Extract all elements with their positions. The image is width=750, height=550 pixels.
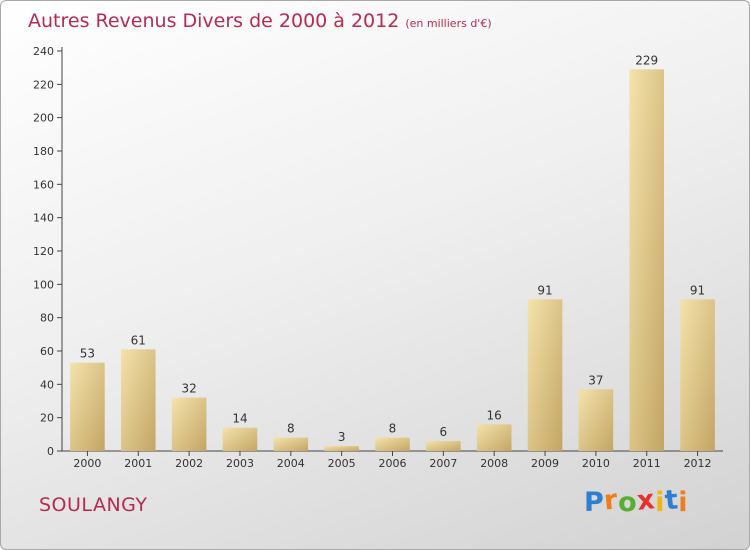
x-tick-label: 2001 [124,457,152,470]
x-tick-label: 2004 [277,457,305,470]
bar[interactable] [476,424,512,451]
x-tick-label: 2012 [684,457,712,470]
bar[interactable] [680,299,715,451]
bar[interactable] [120,349,156,451]
x-tick-label: 2010 [582,457,610,470]
y-tick-label: 100 [33,278,54,291]
y-tick-label: 180 [33,145,54,158]
value-label: 8 [389,422,397,436]
x-tick-label: 2005 [328,457,356,470]
chart-title-text: Autres Revenus Divers de 2000 à 2012 [28,10,400,32]
y-tick-label: 60 [40,345,54,358]
y-tick-label: 40 [40,378,54,391]
y-axis: 0 20 40 60 80 100 120 140 160 180 200 220 240 [33,45,63,458]
place-name: SOULANGY [39,494,148,516]
y-tick-label: 200 [33,112,54,125]
x-tick-label: 2007 [429,457,457,470]
bars [70,69,715,451]
bar[interactable] [222,427,258,451]
y-tick-label: 140 [33,212,54,225]
bar[interactable] [527,299,563,451]
value-label: 14 [232,412,247,426]
value-labels: 53 61 32 14 8 3 8 6 16 91 37 229 91 [80,53,705,444]
value-label: 8 [287,422,295,436]
x-tick-label: 2008 [480,457,508,470]
x-tick-label: 2009 [531,457,559,470]
bar[interactable] [578,389,614,451]
proxiti-logo[interactable]: Proxiti [584,484,689,518]
chart-subtitle: (en milliers d'€) [405,17,492,30]
x-tick-label: 2002 [175,457,203,470]
bar[interactable] [273,437,309,451]
logo-letter: P [584,487,605,518]
y-tick-label: 80 [40,312,54,325]
logo-letter: o [618,487,638,518]
y-tick-label: 20 [40,412,54,425]
value-label: 91 [537,283,552,297]
x-tick-label: 2006 [379,457,407,470]
bar[interactable] [324,446,359,451]
value-label: 3 [338,430,346,444]
logo-letter: i [678,487,689,518]
bar[interactable] [70,362,105,451]
bar[interactable] [426,441,461,451]
value-label: 6 [440,425,448,439]
y-tick-label: 240 [33,45,54,58]
value-label: 61 [131,333,146,347]
value-label: 16 [487,408,502,422]
bar[interactable] [629,69,665,451]
y-tick-label: 0 [47,445,54,458]
bar[interactable] [171,397,207,451]
y-tick-label: 160 [33,178,54,191]
chart-title: Autres Revenus Divers de 2000 à 2012 (en … [28,10,492,32]
value-label: 32 [181,382,196,396]
logo-letter: i [655,487,665,518]
x-tick-label: 2011 [633,457,661,470]
x-tick-label: 2000 [73,457,101,470]
value-label: 37 [588,373,603,387]
value-label: 91 [690,283,705,297]
y-tick-label: 120 [33,245,54,258]
x-tick-label: 2003 [226,457,254,470]
logo-letter: x [635,484,657,517]
x-axis: 2000 2001 2002 2003 2004 2005 2006 2007 2008 2009… [62,450,723,470]
value-label: 53 [80,347,95,361]
y-tick-label: 220 [33,78,54,91]
value-label: 229 [635,53,658,67]
bar[interactable] [375,437,410,451]
